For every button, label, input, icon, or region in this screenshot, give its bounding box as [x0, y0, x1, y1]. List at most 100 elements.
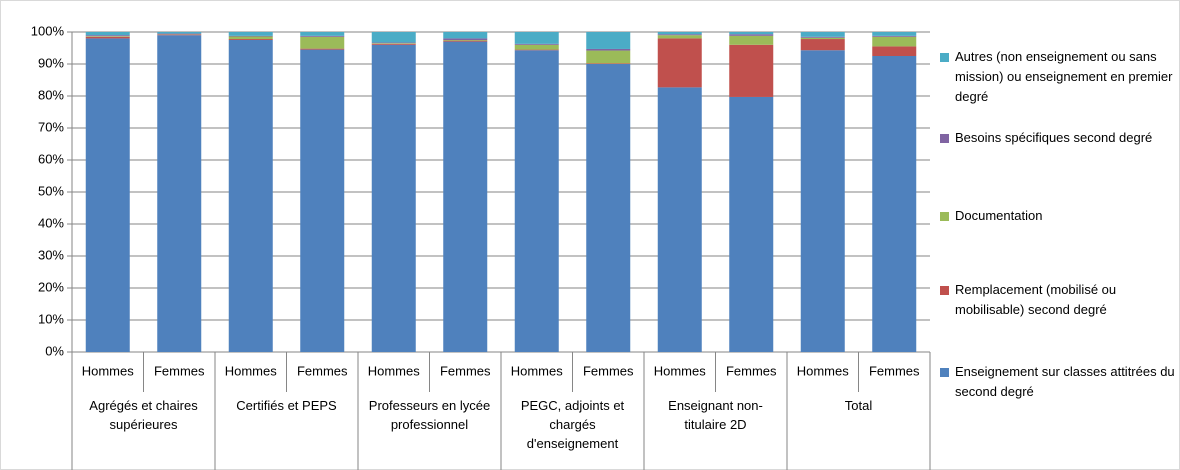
bar-segment: [800, 37, 845, 40]
bar-segment: [228, 40, 273, 352]
bar-segment: [514, 49, 559, 51]
bar-segment: [157, 35, 202, 352]
x-tick-label: Hommes: [82, 363, 135, 378]
bar-segment: [729, 32, 774, 35]
bar-segment: [872, 46, 917, 56]
legend-swatch: [940, 286, 949, 295]
bar-segment: [157, 34, 202, 36]
y-tick-label: 70%: [38, 119, 64, 134]
x-tick-label: Hommes: [511, 363, 564, 378]
bar-segment: [872, 56, 917, 352]
bar-segment: [85, 36, 130, 37]
bar-segment: [800, 36, 845, 38]
bar-segment: [157, 33, 202, 35]
bar-segment: [300, 32, 345, 36]
group-label: Enseignant non-titulaire 2D: [668, 398, 763, 432]
bar-segment: [800, 39, 845, 51]
bar-segment: [514, 32, 559, 44]
bar-segment: [657, 32, 702, 35]
x-tick-label: Hommes: [797, 363, 850, 378]
x-tick-label: Femmes: [583, 363, 634, 378]
y-tick-label: 80%: [38, 87, 64, 102]
bar-segment: [872, 36, 917, 47]
x-tick-label: Femmes: [440, 363, 491, 378]
legend-label: Remplacement (mobilisé ou mobilisable) s…: [955, 282, 1117, 317]
bar-segment: [228, 36, 273, 40]
bar-segment: [729, 34, 774, 36]
x-tick-label: Femmes: [297, 363, 348, 378]
bar-segment: [300, 36, 345, 49]
bar-segment: [300, 49, 345, 352]
bar-segment: [371, 32, 416, 43]
legend-swatch: [940, 368, 949, 377]
y-tick-label: 90%: [38, 55, 64, 70]
bar-segment: [228, 39, 273, 40]
bar-segment: [657, 87, 702, 353]
legend-label: Enseignement sur classes attitrées du se…: [955, 364, 1175, 399]
bar-segment: [514, 50, 559, 353]
legend-label: Documentation: [955, 208, 1043, 223]
x-tick-label: Hommes: [368, 363, 421, 378]
bar-segment: [800, 50, 845, 353]
bar-segment: [657, 34, 702, 36]
y-tick-label: 10%: [38, 311, 64, 326]
bar-segment: [300, 35, 345, 37]
legend-swatch: [940, 212, 949, 221]
y-tick-label: 50%: [38, 183, 64, 198]
bar-segment: [300, 48, 345, 50]
group-label: Total: [844, 398, 873, 413]
bar-segment: [586, 63, 631, 64]
bar-segment: [443, 38, 488, 40]
bar-segment: [228, 35, 273, 37]
group-label: Certifiés et PEPS: [236, 398, 337, 413]
bar-segment: [85, 35, 130, 37]
y-tick-label: 40%: [38, 215, 64, 230]
y-tick-label: 0%: [45, 343, 64, 358]
y-tick-label: 60%: [38, 151, 64, 166]
bar-segment: [371, 42, 416, 44]
bar-segment: [443, 40, 488, 42]
bar-segment: [586, 50, 631, 64]
group-label: Professeurs en lycée professionnel: [368, 398, 491, 432]
x-tick-label: Femmes: [726, 363, 777, 378]
y-tick-label: 100%: [31, 23, 65, 38]
bar-segment: [371, 44, 416, 353]
bar-segment: [157, 32, 202, 34]
bar-segment: [514, 44, 559, 50]
bar-segment: [443, 41, 488, 352]
legend-label: Besoins spécifiques second degré: [955, 130, 1153, 145]
bar-segment: [85, 36, 130, 39]
x-tick-label: Femmes: [154, 363, 205, 378]
bar-segment: [729, 96, 774, 353]
bar-segment: [85, 32, 130, 36]
bar-segment: [371, 43, 416, 44]
bar-segment: [586, 64, 631, 352]
y-tick-label: 20%: [38, 279, 64, 294]
x-tick-label: Femmes: [869, 363, 920, 378]
bar-segment: [657, 38, 702, 88]
bar-segment: [872, 32, 917, 36]
legend-label: Autres (non enseignement ou sans mission…: [955, 49, 1173, 104]
bar-segment: [371, 43, 416, 45]
bar-segment: [729, 35, 774, 45]
group-label: PEGC, adjoints et chargés d'enseignement: [520, 398, 625, 451]
bar-segment: [586, 32, 631, 49]
bar-segment: [228, 32, 273, 36]
y-tick-label: 30%: [38, 247, 64, 262]
bar-segment: [729, 44, 774, 97]
group-label: Agrégés et chaires supérieures: [89, 398, 198, 432]
bar-segment: [443, 40, 488, 41]
bar-segment: [800, 32, 845, 37]
bar-segment: [872, 35, 917, 37]
bar-segment: [85, 38, 130, 353]
bar-segment: [657, 35, 702, 39]
x-tick-label: Hommes: [225, 363, 278, 378]
legend-swatch: [940, 134, 949, 143]
legend-swatch: [940, 53, 949, 62]
bar-segment: [586, 48, 631, 51]
bar-segment: [443, 32, 488, 39]
x-tick-label: Hommes: [654, 363, 707, 378]
bar-segment: [514, 43, 559, 45]
